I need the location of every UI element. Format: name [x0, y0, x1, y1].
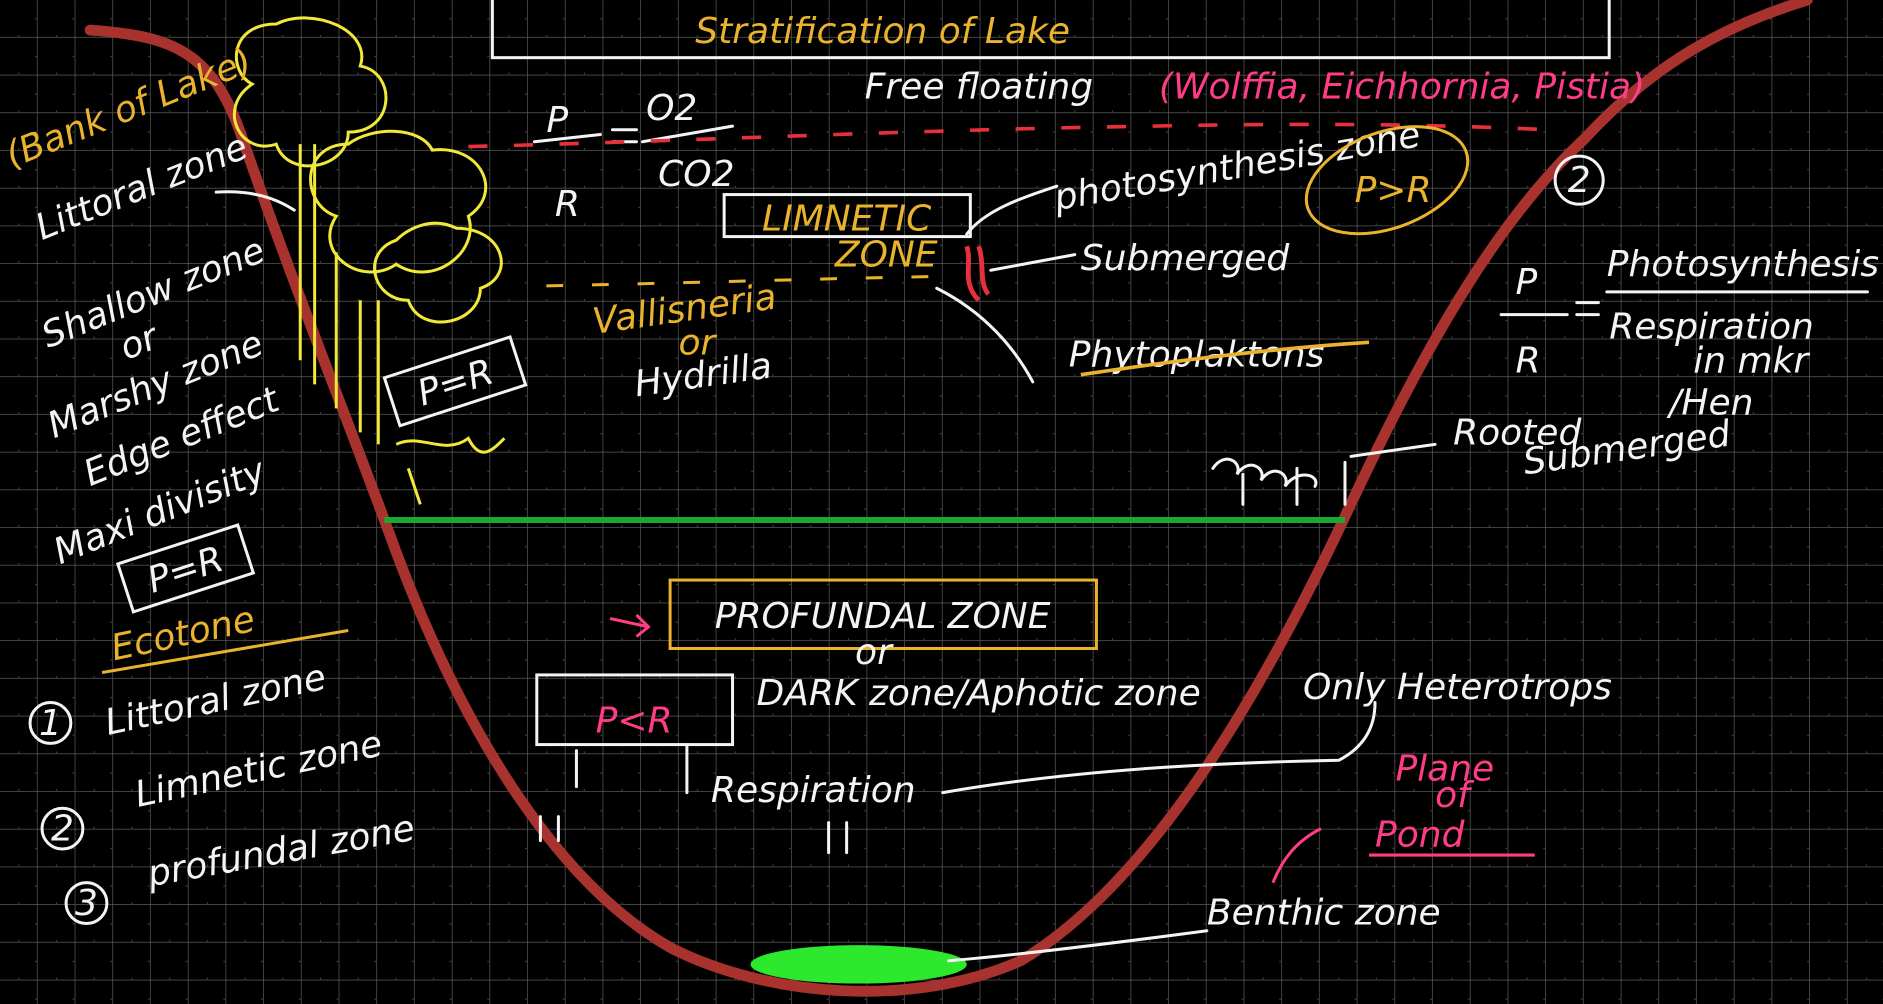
- ratio-note: in mkr: [1693, 340, 1810, 381]
- ratio-p: P: [1516, 262, 1538, 303]
- or-label: or: [855, 632, 894, 673]
- title: Stratification of Lake: [695, 11, 1070, 52]
- submerged-label: Submerged: [1081, 238, 1291, 279]
- ratio-numerator: Photosynthesis: [1607, 244, 1880, 285]
- ratio-r: R: [1516, 340, 1541, 381]
- circle-number: 2: [1568, 160, 1591, 201]
- number: 3: [75, 883, 98, 924]
- p-greater-r: P>R: [1355, 170, 1432, 211]
- benthic-sediment: [751, 945, 967, 983]
- ratio-p: P: [546, 100, 568, 141]
- profundal-label: PROFUNDAL ZONE: [715, 596, 1051, 637]
- respiration-label: Respiration: [711, 770, 916, 811]
- heterotrophs-label: Only Heterotrops: [1303, 667, 1612, 708]
- dark-zone-label: DARK zone/Aphotic zone: [757, 673, 1201, 714]
- ratio-r: R: [555, 184, 580, 225]
- p-less-r: P<R: [596, 701, 673, 742]
- benthic-label: Benthic zone: [1207, 893, 1441, 934]
- free-floating-examples: (Wolffia, Eichhornia, Pistia): [1159, 67, 1645, 108]
- number: 2: [51, 809, 74, 850]
- plane-label: Pond: [1375, 815, 1466, 856]
- limnetic-label: ZONE: [834, 235, 938, 276]
- ratio-o2: O2: [646, 88, 697, 129]
- number: 1: [39, 703, 62, 744]
- free-floating-label: Free floating: [865, 67, 1093, 108]
- ratio-co2: CO2: [658, 154, 734, 195]
- plane-label: of: [1435, 775, 1475, 816]
- limnetic-label: LIMNETIC: [762, 199, 932, 240]
- blackboard: Stratification of Lake (Bank of Lake) Li…: [0, 0, 1883, 1004]
